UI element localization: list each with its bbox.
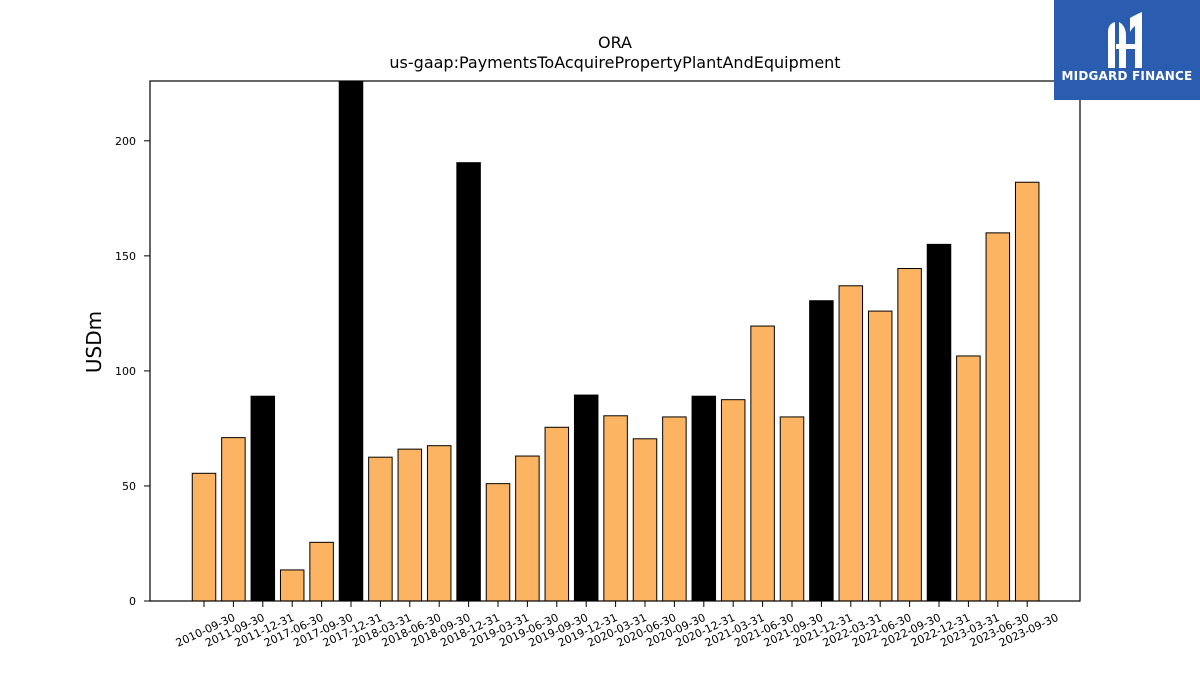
chart-title: ORA	[598, 33, 632, 52]
chart-subtitle: us-gaap:PaymentsToAcquirePropertyPlantAn…	[389, 53, 840, 72]
bar-2020-03-31	[603, 415, 628, 602]
bar-2023-03-31	[956, 355, 981, 602]
x-ticks-group: 2010-09-302011-09-302011-12-312017-06-30…	[174, 601, 1060, 650]
y-tick-label: 100	[115, 365, 136, 378]
bar-2019-09-30	[544, 426, 570, 602]
bar-2018-12-31	[456, 162, 481, 602]
bar-2022-06-30	[867, 310, 893, 602]
logo-text: MIDGARD FINANCE	[1061, 69, 1193, 83]
bar-2019-12-31	[573, 394, 599, 602]
bar-2021-06-30	[750, 325, 775, 602]
bar-2018-06-30	[397, 448, 423, 602]
bar-2023-09-30	[1014, 181, 1040, 602]
bar-2019-06-30	[515, 455, 540, 602]
y-tick-label: 0	[129, 595, 136, 608]
bars-group	[191, 80, 1040, 602]
bar-2011-12-31	[250, 395, 276, 602]
bar-2020-06-30	[632, 438, 658, 602]
plot-frame	[149, 80, 1081, 602]
bar-2017-12-31	[338, 80, 364, 602]
bar-2022-09-30	[897, 268, 922, 602]
bar-2021-09-30	[779, 416, 805, 602]
bar-2022-03-31	[838, 285, 864, 602]
y-ticks-group: 0 50 100 150 200	[115, 135, 150, 608]
bar-2011-09-30	[221, 437, 246, 602]
bar-2018-09-30	[426, 445, 452, 602]
bar-2021-03-31	[720, 399, 746, 602]
midgard-logo-icon	[1108, 12, 1142, 68]
bar-2017-09-30	[309, 541, 334, 602]
bar-2019-03-31	[485, 483, 511, 602]
bar-2022-12-31	[926, 243, 952, 602]
bar-2023-06-30	[985, 232, 1011, 602]
midgard-finance-logo: MIDGARD FINANCE	[1054, 0, 1200, 100]
bar-2010-09-30	[191, 472, 217, 602]
y-tick-label: 200	[115, 135, 136, 148]
bar-2021-12-31	[809, 300, 834, 602]
bar-2018-03-31	[368, 456, 393, 602]
bar-2020-09-30	[662, 416, 687, 602]
y-tick-label: 50	[122, 480, 136, 493]
bar-2017-06-30	[279, 569, 305, 602]
bar-2020-12-31	[691, 395, 717, 602]
y-axis-label: USDm	[82, 311, 106, 373]
y-tick-label: 150	[115, 250, 136, 263]
